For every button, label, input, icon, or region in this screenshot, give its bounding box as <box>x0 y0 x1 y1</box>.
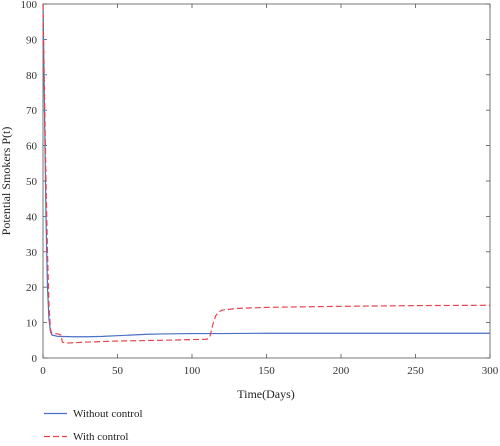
x-tick-label: 250 <box>407 365 424 377</box>
x-tick-label: 0 <box>40 365 46 377</box>
plot-frame <box>42 3 491 359</box>
x-axis-title: Time(Days) <box>237 387 295 401</box>
y-tick-label: 20 <box>26 282 38 294</box>
y-tick-label: 100 <box>21 0 38 11</box>
y-axis-ticks: 0 10 20 30 40 50 60 70 80 90 100 <box>21 0 490 365</box>
x-tick-label: 50 <box>112 365 124 377</box>
y-tick-label: 80 <box>26 70 38 82</box>
y-tick-label: 0 <box>32 353 38 365</box>
y-axis-title: Potential Smokers P(t) <box>0 127 13 236</box>
x-tick-label: 100 <box>184 365 201 377</box>
legend: Without control With control <box>44 408 143 443</box>
series-line-without-control <box>42 3 490 338</box>
y-tick-label: 10 <box>26 318 38 330</box>
legend-label-without-control: Without control <box>73 408 143 420</box>
legend-label-with-control: With control <box>73 431 128 443</box>
y-tick-label: 70 <box>26 105 38 117</box>
y-tick-label: 90 <box>26 34 38 46</box>
series-line-with-control <box>42 3 491 344</box>
y-tick-label: 30 <box>26 247 38 259</box>
x-axis-ticks: 0 50 100 150 200 250 300 <box>40 4 499 377</box>
y-tick-label: 40 <box>26 211 38 223</box>
series-layer <box>42 3 491 344</box>
x-tick-label: 300 <box>482 365 499 377</box>
y-tick-label: 60 <box>26 141 38 153</box>
y-tick-label: 50 <box>26 176 38 188</box>
x-tick-label: 200 <box>333 365 350 377</box>
x-tick-label: 150 <box>258 365 275 377</box>
